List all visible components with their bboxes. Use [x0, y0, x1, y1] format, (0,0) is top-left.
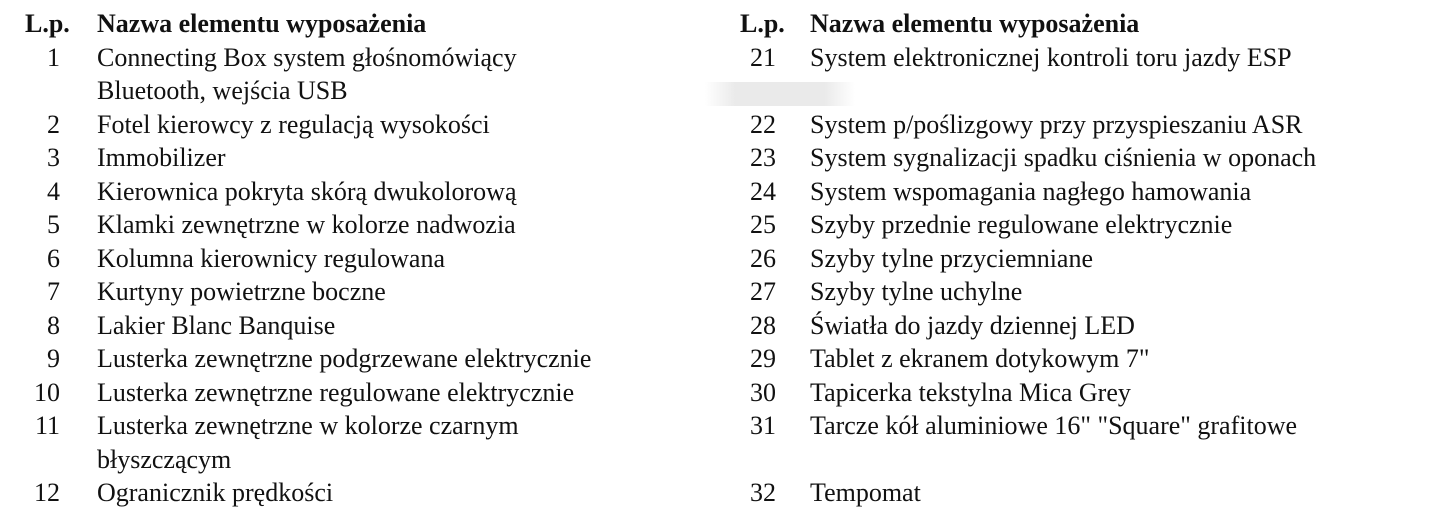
right-item-name: Szyby tylne przyciemniane [810, 243, 1094, 273]
right-lp-header: L.p. [740, 9, 785, 38]
right-item-name: Tablet z ekranem dotykowym 7" [810, 344, 1150, 373]
left-item-name-line: Lusterka zewnętrzne w kolorze czarnym [97, 411, 519, 440]
left-item-number: 5 [47, 210, 60, 239]
right-item-name: Tapicerka tekstylna Mica Grey [810, 377, 1131, 407]
left-item-name: Lakier Blanc Banquise [97, 309, 335, 343]
scan-smudge [705, 82, 855, 106]
table-row: 3 Immobilizer 23 System sygnalizacji spadku… [0, 141, 1440, 175]
right-item-number: 30 [750, 377, 776, 407]
left-item-number: 2 [47, 109, 60, 139]
left-item-name: Fotel kierowcy z regulacją wysokości [97, 108, 490, 142]
equipment-table: L.p. Nazwa elementu wyposażenia L.p. Naz… [0, 7, 1440, 510]
left-item-name: Lusterka zewnętrzne w kolorze czarnym bły… [97, 409, 519, 476]
left-item-name: Kierownica pokryta skórą dwukolorową [97, 175, 517, 209]
left-item-name-line: Lakier Blanc Banquise [97, 310, 336, 340]
right-item-number: 24 [750, 176, 776, 206]
right-item-name: Światła do jazdy dziennej LED [810, 310, 1135, 340]
right-item-name: System sygnalizacji spadku ciśnienia w o… [810, 143, 1317, 172]
left-item-number: 11 [34, 411, 60, 440]
left-item-name: Ogranicznik prędkości [97, 476, 333, 510]
right-item-name: Tempomat [810, 478, 921, 507]
right-item-number: 28 [750, 310, 776, 340]
left-item-number: 12 [34, 478, 60, 507]
left-item-number: 8 [47, 310, 60, 340]
left-item-name: Klamki zewnętrzne w kolorze nadwozia [97, 208, 516, 242]
left-item-name-line: Immobilizer [97, 143, 226, 172]
table-row: 7 Kurtyny powietrzne boczne 27 Szyby tylne … [0, 275, 1440, 309]
right-item-number: 29 [750, 344, 776, 373]
table-row: 8 Lakier Blanc Banquise 28 Światła do jazdy… [0, 309, 1440, 343]
right-item-name: System elektronicznej kontroli toru jazd… [810, 42, 1292, 72]
left-item-name-line: Klamki zewnętrzne w kolorze nadwozia [97, 210, 516, 239]
table-row: 1 Connecting Box system głośnomówiący Blue… [0, 41, 1440, 108]
right-item-number: 21 [750, 42, 776, 72]
left-item-number: 4 [47, 176, 60, 206]
left-item-name-line: Lusterka zewnętrzne podgrzewane elektryc… [97, 344, 592, 373]
left-item-name: Lusterka zewnętrzne regulowane elektrycz… [97, 376, 574, 410]
left-lp-header: L.p. [25, 9, 70, 38]
right-item-name: Tarcze kół aluminiowe 16" "Square" grafi… [810, 411, 1298, 440]
left-item-name-line: Ogranicznik prędkości [97, 478, 334, 507]
table-row: 4 Kierownica pokryta skórą dwukolorową 24 S… [0, 175, 1440, 209]
right-name-header: Nazwa elementu wyposażenia [810, 9, 1140, 38]
right-item-number: 32 [750, 478, 776, 507]
left-item-name-line: Connecting Box system głośnomówiący [97, 42, 517, 72]
left-item-name: Lusterka zewnętrzne podgrzewane elektryc… [97, 342, 591, 376]
left-item-number: 1 [47, 42, 60, 72]
left-item-name-line: Kolumna kierownicy regulowana [97, 243, 446, 273]
left-item-name-line: Bluetooth, wejścia USB [97, 76, 348, 105]
left-item-name: Kurtyny powietrzne boczne [97, 275, 386, 309]
right-item-number: 27 [750, 277, 776, 306]
left-item-name-line: błyszczącym [97, 444, 232, 474]
left-item-name-line: Lusterka zewnętrzne regulowane elektrycz… [97, 377, 575, 407]
right-item-name: System wspomagania nagłego hamowania [810, 176, 1252, 206]
left-item-name-line: Fotel kierowcy z regulacją wysokości [97, 109, 490, 139]
right-item-number: 25 [750, 210, 776, 239]
left-item-number: 10 [34, 377, 60, 407]
left-item-name: Immobilizer [97, 141, 226, 175]
table-row: 12 Ogranicznik prędkości 32 Tempomat [0, 476, 1440, 510]
left-item-name-line: Kierownica pokryta skórą dwukolorową [97, 176, 517, 206]
table-row: 9 Lusterka zewnętrzne podgrzewane elektry… [0, 342, 1440, 376]
right-item-name: Szyby tylne uchylne [810, 277, 1023, 306]
table-row: 2 Fotel kierowcy z regulacją wysokości 22 S… [0, 108, 1440, 142]
right-item-number: 23 [750, 143, 776, 172]
left-item-number: 7 [47, 277, 60, 306]
table-row: 10 Lusterka zewnętrzne regulowane elektry… [0, 376, 1440, 410]
left-item-number: 3 [47, 143, 60, 172]
left-item-name-line: Kurtyny powietrzne boczne [97, 277, 386, 306]
right-item-name: System p/poślizgowy przy przyspieszaniu … [810, 109, 1303, 139]
left-item-number: 6 [47, 243, 60, 273]
table-row: 11 Lusterka zewnętrzne w kolorze czarnym b… [0, 409, 1440, 476]
left-item-name: Kolumna kierownicy regulowana [97, 242, 445, 276]
right-item-number: 26 [750, 243, 776, 273]
right-item-number: 22 [750, 109, 776, 139]
left-name-header: Nazwa elementu wyposażenia [97, 9, 427, 38]
table-row: 5 Klamki zewnętrzne w kolorze nadwozia 25 S… [0, 208, 1440, 242]
left-item-name: Connecting Box system głośnomówiący Bluet… [97, 41, 517, 108]
right-item-number: 31 [750, 411, 776, 440]
left-item-number: 9 [47, 344, 60, 373]
right-item-name: Szyby przednie regulowane elektrycznie [810, 210, 1233, 239]
table-row: 6 Kolumna kierownicy regulowana 26 Szyby ty… [0, 242, 1440, 276]
table-header: L.p. Nazwa elementu wyposażenia L.p. Naz… [0, 7, 1440, 41]
